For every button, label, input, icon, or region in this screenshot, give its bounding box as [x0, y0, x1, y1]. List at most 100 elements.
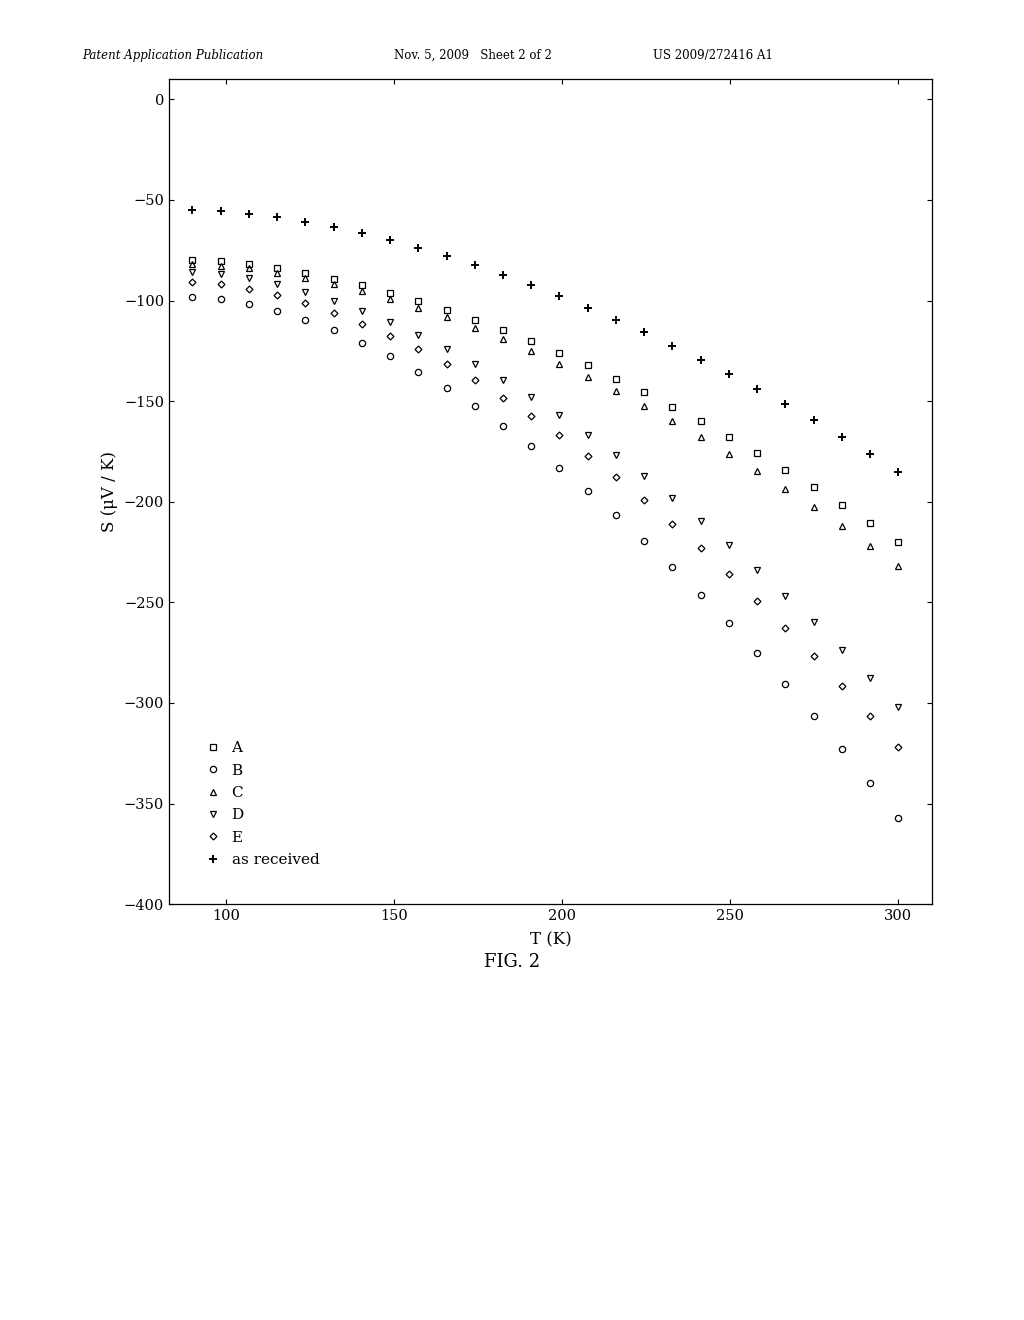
C	[694, 429, 707, 445]
as received	[413, 240, 425, 256]
B	[694, 587, 707, 603]
E	[553, 428, 565, 444]
B	[413, 364, 425, 380]
Text: US 2009/272416 A1: US 2009/272416 A1	[653, 49, 773, 62]
Text: Nov. 5, 2009   Sheet 2 of 2: Nov. 5, 2009 Sheet 2 of 2	[394, 49, 552, 62]
D	[440, 341, 453, 356]
A	[469, 312, 481, 327]
D	[271, 276, 284, 292]
A	[299, 265, 311, 281]
A	[440, 302, 453, 318]
as received	[892, 463, 904, 479]
C	[836, 519, 848, 535]
as received	[779, 396, 792, 412]
as received	[215, 203, 227, 219]
D	[525, 389, 538, 405]
D	[779, 587, 792, 603]
A	[751, 445, 763, 461]
C	[243, 260, 255, 276]
A	[892, 535, 904, 550]
B	[328, 322, 340, 338]
A	[667, 399, 679, 414]
Line: E: E	[190, 280, 901, 750]
D	[328, 293, 340, 309]
E	[186, 275, 199, 290]
A	[271, 260, 284, 276]
as received	[525, 277, 538, 293]
as received	[638, 325, 650, 341]
C	[609, 383, 622, 399]
B	[186, 289, 199, 305]
A	[355, 277, 368, 293]
B	[638, 533, 650, 549]
B	[723, 615, 735, 631]
B	[215, 290, 227, 306]
A	[525, 333, 538, 348]
E	[440, 356, 453, 372]
A	[497, 322, 509, 338]
D	[638, 469, 650, 484]
D	[243, 271, 255, 286]
D	[553, 408, 565, 424]
D	[751, 562, 763, 578]
B	[751, 645, 763, 661]
Line: as received: as received	[188, 206, 902, 475]
E	[864, 708, 877, 723]
B	[779, 676, 792, 692]
A	[553, 345, 565, 360]
B	[807, 708, 819, 723]
E	[271, 288, 284, 304]
D	[667, 490, 679, 506]
B	[582, 483, 594, 499]
A	[186, 252, 199, 268]
C	[299, 269, 311, 285]
A	[328, 271, 340, 286]
Text: Patent Application Publication: Patent Application Publication	[82, 49, 263, 62]
A	[836, 496, 848, 512]
E	[667, 516, 679, 532]
E	[243, 281, 255, 297]
Y-axis label: S (μV / K): S (μV / K)	[101, 451, 118, 532]
C	[355, 282, 368, 298]
Line: B: B	[189, 293, 901, 821]
X-axis label: T (K): T (K)	[529, 932, 571, 948]
as received	[582, 300, 594, 315]
D	[582, 426, 594, 442]
as received	[694, 351, 707, 367]
B	[553, 461, 565, 477]
as received	[469, 257, 481, 273]
as received	[243, 206, 255, 222]
C	[723, 446, 735, 462]
C	[779, 480, 792, 496]
Line: A: A	[189, 257, 901, 545]
D	[864, 671, 877, 686]
A	[582, 358, 594, 374]
C	[497, 331, 509, 347]
as received	[384, 232, 396, 248]
D	[807, 614, 819, 630]
as received	[328, 219, 340, 235]
D	[299, 284, 311, 300]
E	[215, 276, 227, 292]
B	[892, 809, 904, 825]
C	[186, 256, 199, 272]
A	[384, 285, 396, 301]
as received	[751, 381, 763, 397]
D	[413, 327, 425, 343]
Legend: A, B, C, D, E, as received: A, B, C, D, E, as received	[200, 737, 324, 871]
E	[299, 296, 311, 312]
B	[384, 348, 396, 364]
as received	[299, 214, 311, 230]
B	[667, 560, 679, 576]
C	[807, 499, 819, 515]
A	[609, 371, 622, 387]
D	[355, 302, 368, 318]
E	[807, 648, 819, 664]
as received	[836, 429, 848, 445]
as received	[723, 366, 735, 381]
E	[328, 305, 340, 321]
C	[751, 463, 763, 479]
E	[582, 447, 594, 463]
D	[892, 700, 904, 715]
D	[497, 372, 509, 388]
